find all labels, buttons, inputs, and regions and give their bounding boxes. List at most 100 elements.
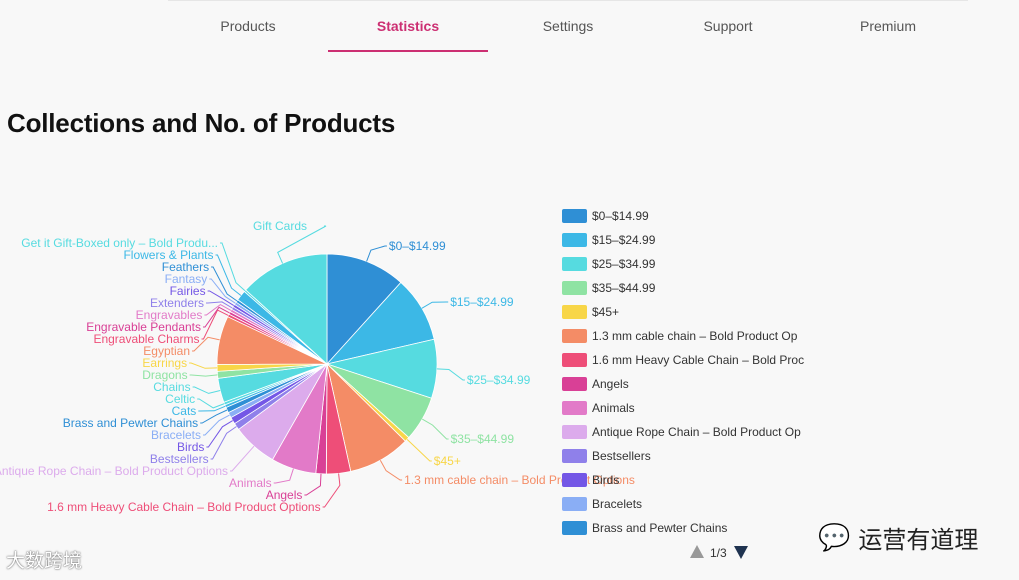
pie-label-gift-cards: Gift Cards: [253, 219, 307, 233]
pie-label-line-bestsellers: [210, 426, 237, 460]
legend-swatch-25-34-99[interactable]: [562, 257, 587, 271]
legend-swatch-birds[interactable]: [562, 473, 587, 487]
watermark-right: 💬 运营有道理: [818, 520, 978, 555]
pie-label-line-fantasy: [209, 278, 236, 304]
pie-label-antique-rope-chain-bold-product-options: Antique Rope Chain – Bold Product Option…: [0, 464, 228, 478]
pie-label-line-animals: [273, 468, 294, 484]
pie-label-line-1-6-mm-heavy-cable-chain-bold-product-options: [322, 473, 341, 508]
tab-bar: Products Statistics Settings Support Pre…: [168, 0, 968, 52]
pie-label-15-24-99: $15–$24.99: [450, 295, 514, 309]
pie-label-bestsellers: Bestsellers: [150, 452, 209, 466]
pie-label-fairies: Fairies: [170, 284, 206, 298]
pie-label-1-6-mm-heavy-cable-chain-bold-product-options: 1.6 mm Heavy Cable Chain – Bold Product …: [47, 500, 320, 514]
legend-swatch-0-14-99[interactable]: [562, 209, 587, 223]
legend-page-indicator: 1/3: [710, 546, 727, 560]
pie-label-line-0-14-99: [366, 245, 387, 262]
pie-label-line-get-it-gift-boxed-only-bold-produ: [220, 242, 246, 292]
watermark-left: 大数跨境: [6, 546, 82, 573]
pie-label-bracelets: Bracelets: [151, 428, 201, 442]
pie-label-45: $45+: [434, 454, 461, 468]
tab-support[interactable]: Support: [703, 18, 753, 34]
pie-label-line-antique-rope-chain-bold-product-options: [230, 445, 255, 472]
tab-statistics[interactable]: Statistics: [328, 1, 488, 52]
legend-item-25-34-99[interactable]: $25–$34.99: [592, 257, 656, 271]
tab-products[interactable]: Products: [220, 18, 276, 34]
pie-label-25-34-99: $25–$34.99: [467, 373, 531, 387]
wechat-icon: 💬: [818, 522, 851, 553]
legend-swatch-35-44-99[interactable]: [562, 281, 587, 295]
legend-item-bracelets[interactable]: Bracelets: [592, 497, 642, 511]
legend-swatch-animals[interactable]: [562, 401, 587, 415]
legend-swatch-angels[interactable]: [562, 377, 587, 391]
pie-label-line-flowers-plants: [215, 254, 242, 296]
pie-label-celtic: Celtic: [165, 392, 195, 406]
pie-label-fantasy: Fantasy: [165, 272, 208, 286]
pie-label-angels: Angels: [266, 488, 303, 502]
page-title: Collections and No. of Products: [7, 108, 396, 138]
pie-label-brass-and-pewter-chains: Brass and Pewter Chains: [63, 416, 198, 430]
pie-label-chains: Chains: [153, 380, 190, 394]
pie-label-35-44-99: $35–$44.99: [451, 432, 515, 446]
pie-label-line-cats: [198, 405, 226, 412]
pie-labels: $0–$14.99 $15–$24.99 $25–$34.99 $35–$44.99 $…: [0, 219, 635, 514]
legend-item-angels[interactable]: Angels: [592, 377, 629, 391]
legend-swatch-bracelets[interactable]: [562, 497, 587, 511]
pie-label-line-celtic: [197, 398, 225, 409]
legend-item-35-44-99[interactable]: $35–$44.99: [592, 281, 656, 295]
pie-label-egyptian: Egyptian: [143, 344, 190, 358]
legend-item-bestsellers[interactable]: Bestsellers: [592, 449, 651, 463]
legend-item-0-14-99[interactable]: $0–$14.99: [592, 209, 649, 223]
legend-swatch-15-24-99[interactable]: [562, 233, 587, 247]
legend: $0–$14.99 $15–$24.99 $25–$34.99 $35–$44.99 $…: [562, 209, 804, 535]
pie-label-line-gift-cards: [277, 225, 327, 264]
pie-label-animals: Animals: [229, 476, 272, 490]
legend-swatch-brass-and-pewter-chains[interactable]: [562, 521, 587, 535]
pie-label-extenders: Extenders: [150, 296, 204, 310]
pie-label-earrings: Earrings: [142, 356, 187, 370]
pie-label-engravable-charms: Engravable Charms: [93, 332, 199, 346]
pie-label-dragons: Dragons: [142, 368, 187, 382]
legend-swatch-bestsellers[interactable]: [562, 449, 587, 463]
pie-label-line-15-24-99: [421, 301, 449, 309]
pie-label-line-35-44-99: [421, 418, 449, 440]
pie-label-line-brass-and-pewter-chains: [200, 409, 228, 424]
pie-label-line-egyptian: [192, 336, 220, 352]
pie-label-line-feathers: [211, 266, 238, 302]
legend-pager: 1/3: [690, 545, 748, 560]
tab-premium[interactable]: Premium: [859, 18, 916, 34]
pie-label-engravable-pendants: Engravable Pendants: [86, 320, 201, 334]
legend-swatch-antique-rope-chain-bold-product-op[interactable]: [562, 425, 587, 439]
pie-label-cats: Cats: [172, 404, 197, 418]
tab-settings[interactable]: Settings: [542, 18, 594, 34]
legend-item-15-24-99[interactable]: $15–$24.99: [592, 233, 656, 247]
legend-item-antique-rope-chain-bold-product-op[interactable]: Antique Rope Chain – Bold Product Op: [592, 425, 801, 439]
pie-label-flowers-plants: Flowers & Plants: [123, 248, 213, 262]
legend-item-1-6-mm-heavy-cable-chain-bold-proc[interactable]: 1.6 mm Heavy Cable Chain – Bold Proc: [592, 353, 804, 367]
pie-label-line-engravable-charms: [201, 309, 229, 340]
pie-label-line-fairies: [207, 290, 235, 307]
watermark-right-text: 运营有道理: [858, 526, 979, 554]
legend-item-birds[interactable]: Birds: [592, 473, 619, 487]
legend-item-1-3-mm-cable-chain-bold-product-op[interactable]: 1.3 mm cable chain – Bold Product Op: [592, 329, 798, 343]
pie-label-line-engravables: [204, 304, 232, 316]
pie-label-line-birds: [206, 420, 233, 448]
legend-swatch-45[interactable]: [562, 305, 587, 319]
pie-label-line-engravable-pendants: [203, 306, 230, 328]
pie-label-birds: Birds: [177, 440, 204, 454]
legend-next-page-icon[interactable]: [734, 546, 748, 559]
pie-label-line-bracelets: [203, 414, 230, 436]
legend-item-45[interactable]: $45+: [592, 305, 619, 319]
legend-swatch-1-3-mm-cable-chain-bold-product-op[interactable]: [562, 329, 587, 343]
pie-slice-gift-cards[interactable]: [245, 253, 328, 365]
pie-slices: [216, 253, 438, 475]
pie-label-get-it-gift-boxed-only-bold-produ: Get it Gift-Boxed only – Bold Produ...: [21, 236, 218, 250]
legend-prev-page-icon[interactable]: [690, 545, 704, 558]
pie-label-line-dragons: [189, 374, 218, 377]
legend-item-brass-and-pewter-chains[interactable]: Brass and Pewter Chains: [592, 521, 727, 535]
watermark-left-text: 大数跨境: [6, 550, 83, 572]
legend-item-animals[interactable]: Animals: [592, 401, 635, 415]
pie-label-line-angels: [304, 473, 322, 496]
legend-swatch-1-6-mm-heavy-cable-chain-bold-proc[interactable]: [562, 353, 587, 367]
pie-label-line-25-34-99: [436, 368, 465, 381]
